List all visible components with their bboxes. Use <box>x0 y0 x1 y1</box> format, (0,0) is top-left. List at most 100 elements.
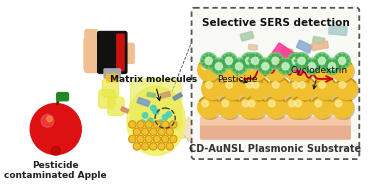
Circle shape <box>329 71 331 73</box>
Ellipse shape <box>127 86 185 156</box>
Circle shape <box>333 60 335 62</box>
Circle shape <box>290 65 292 67</box>
Circle shape <box>276 54 278 56</box>
Circle shape <box>308 63 316 70</box>
Circle shape <box>236 71 238 73</box>
Circle shape <box>305 65 307 67</box>
FancyBboxPatch shape <box>137 98 150 106</box>
Circle shape <box>145 135 152 143</box>
Circle shape <box>232 65 234 67</box>
Circle shape <box>212 63 215 65</box>
Circle shape <box>270 56 272 58</box>
Circle shape <box>262 63 269 70</box>
Circle shape <box>240 98 261 119</box>
Circle shape <box>209 65 212 67</box>
Circle shape <box>290 56 292 58</box>
Circle shape <box>170 135 177 143</box>
Circle shape <box>339 82 346 88</box>
Circle shape <box>153 109 159 115</box>
Circle shape <box>223 62 225 64</box>
Circle shape <box>266 98 288 119</box>
Circle shape <box>295 78 316 99</box>
Circle shape <box>137 135 144 143</box>
Circle shape <box>335 78 357 99</box>
Circle shape <box>150 143 157 150</box>
Circle shape <box>206 82 212 88</box>
Circle shape <box>199 98 221 119</box>
Circle shape <box>244 59 266 81</box>
Circle shape <box>290 63 292 65</box>
Circle shape <box>309 71 311 73</box>
Circle shape <box>250 65 252 67</box>
Circle shape <box>166 112 172 117</box>
Circle shape <box>223 63 225 65</box>
Circle shape <box>233 62 235 64</box>
Text: Pesticide: Pesticide <box>217 75 258 84</box>
Circle shape <box>285 96 307 118</box>
FancyBboxPatch shape <box>102 79 119 97</box>
Circle shape <box>249 79 272 101</box>
Circle shape <box>311 59 333 81</box>
FancyBboxPatch shape <box>131 79 181 130</box>
Circle shape <box>198 59 220 81</box>
Circle shape <box>259 63 261 65</box>
Circle shape <box>145 121 152 128</box>
Circle shape <box>224 65 226 67</box>
Circle shape <box>331 96 353 118</box>
Circle shape <box>307 60 309 62</box>
Circle shape <box>286 98 308 119</box>
Circle shape <box>276 65 278 67</box>
Circle shape <box>263 71 264 73</box>
Circle shape <box>326 63 328 65</box>
Circle shape <box>297 65 298 67</box>
Circle shape <box>245 57 253 64</box>
Circle shape <box>319 54 321 56</box>
Circle shape <box>290 79 312 101</box>
Circle shape <box>283 60 285 62</box>
Circle shape <box>303 65 304 67</box>
Circle shape <box>329 60 331 62</box>
FancyBboxPatch shape <box>201 126 350 139</box>
Circle shape <box>243 79 266 101</box>
Circle shape <box>212 56 215 58</box>
Circle shape <box>243 62 245 64</box>
Circle shape <box>279 56 281 58</box>
Circle shape <box>269 63 275 70</box>
Circle shape <box>158 128 165 135</box>
Circle shape <box>306 69 308 71</box>
Circle shape <box>297 54 298 56</box>
Circle shape <box>247 53 263 69</box>
Circle shape <box>276 60 280 65</box>
Circle shape <box>296 79 318 101</box>
Circle shape <box>270 79 292 101</box>
Circle shape <box>289 69 291 71</box>
Circle shape <box>278 58 294 74</box>
Circle shape <box>303 54 304 56</box>
Circle shape <box>211 58 227 74</box>
Circle shape <box>299 65 301 67</box>
Circle shape <box>246 82 253 88</box>
Circle shape <box>242 60 244 62</box>
FancyBboxPatch shape <box>123 43 134 63</box>
Circle shape <box>295 60 297 62</box>
Circle shape <box>133 128 141 135</box>
Circle shape <box>270 65 272 67</box>
Circle shape <box>240 60 261 82</box>
Circle shape <box>346 63 348 65</box>
Circle shape <box>150 128 157 135</box>
Circle shape <box>260 69 262 71</box>
Circle shape <box>205 57 212 64</box>
Circle shape <box>222 78 244 99</box>
Circle shape <box>216 60 218 62</box>
Circle shape <box>243 63 245 65</box>
Circle shape <box>272 57 279 64</box>
FancyBboxPatch shape <box>99 90 115 108</box>
Circle shape <box>260 62 262 64</box>
Circle shape <box>311 96 333 118</box>
FancyBboxPatch shape <box>121 107 129 113</box>
Circle shape <box>246 98 267 119</box>
Circle shape <box>200 53 217 69</box>
Circle shape <box>266 71 268 73</box>
Circle shape <box>288 53 304 69</box>
Circle shape <box>339 54 341 56</box>
